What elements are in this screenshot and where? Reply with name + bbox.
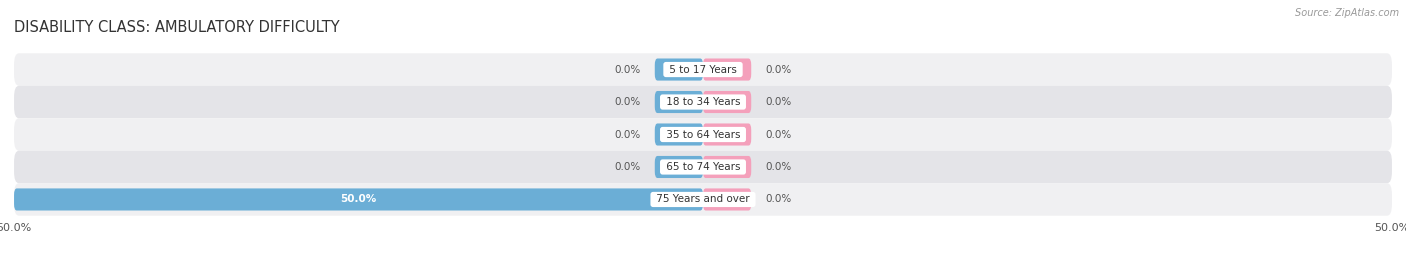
FancyBboxPatch shape	[655, 91, 703, 113]
FancyBboxPatch shape	[14, 188, 703, 211]
FancyBboxPatch shape	[14, 86, 1392, 118]
Text: 0.0%: 0.0%	[765, 97, 792, 107]
Text: 0.0%: 0.0%	[614, 97, 641, 107]
FancyBboxPatch shape	[703, 123, 751, 146]
Text: DISABILITY CLASS: AMBULATORY DIFFICULTY: DISABILITY CLASS: AMBULATORY DIFFICULTY	[14, 20, 340, 36]
Text: Source: ZipAtlas.com: Source: ZipAtlas.com	[1295, 8, 1399, 18]
Text: 35 to 64 Years: 35 to 64 Years	[662, 129, 744, 140]
FancyBboxPatch shape	[655, 58, 703, 81]
FancyBboxPatch shape	[14, 53, 1392, 86]
Text: 5 to 17 Years: 5 to 17 Years	[666, 65, 740, 75]
Text: 0.0%: 0.0%	[614, 162, 641, 172]
Text: 65 to 74 Years: 65 to 74 Years	[662, 162, 744, 172]
Text: 0.0%: 0.0%	[614, 129, 641, 140]
Text: 18 to 34 Years: 18 to 34 Years	[662, 97, 744, 107]
Text: 0.0%: 0.0%	[765, 129, 792, 140]
FancyBboxPatch shape	[14, 118, 1392, 151]
Text: 50.0%: 50.0%	[340, 194, 377, 204]
FancyBboxPatch shape	[14, 183, 1392, 216]
FancyBboxPatch shape	[703, 58, 751, 81]
FancyBboxPatch shape	[703, 188, 751, 211]
FancyBboxPatch shape	[655, 156, 703, 178]
FancyBboxPatch shape	[703, 91, 751, 113]
Text: 75 Years and over: 75 Years and over	[652, 194, 754, 204]
FancyBboxPatch shape	[14, 151, 1392, 183]
FancyBboxPatch shape	[703, 156, 751, 178]
Text: 0.0%: 0.0%	[765, 194, 792, 204]
Text: 0.0%: 0.0%	[765, 65, 792, 75]
Text: 0.0%: 0.0%	[765, 162, 792, 172]
Text: 0.0%: 0.0%	[614, 65, 641, 75]
FancyBboxPatch shape	[655, 123, 703, 146]
